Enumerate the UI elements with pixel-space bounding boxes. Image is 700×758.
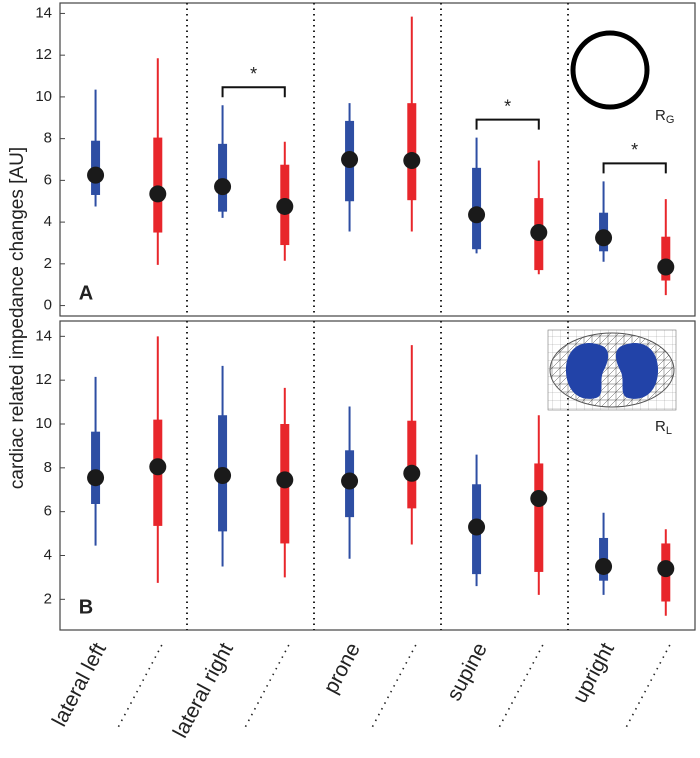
median-dot xyxy=(149,458,167,476)
y-tick-label: 12 xyxy=(35,371,52,388)
median-dot xyxy=(341,151,359,168)
inset-lung-right xyxy=(615,343,659,399)
median-dot xyxy=(87,166,105,184)
median-dot xyxy=(214,178,232,196)
median-dot xyxy=(657,258,675,276)
box xyxy=(91,431,101,504)
x-tick-label: lateral right xyxy=(169,639,238,742)
x-tick-label: upright xyxy=(568,639,619,707)
inset-label-main: R xyxy=(655,418,666,435)
median-dot xyxy=(657,560,675,578)
panel-label: A xyxy=(79,282,93,304)
x-tick-label: lateral left xyxy=(48,639,111,730)
x-tick-label: supine xyxy=(443,639,492,704)
y-tick-label: 8 xyxy=(44,459,52,476)
plot-frame xyxy=(59,320,696,631)
median-dot xyxy=(149,185,167,203)
significance-bracket xyxy=(221,86,286,98)
inset-circle xyxy=(570,30,650,110)
y-tick-label: 4 xyxy=(44,546,52,563)
median-dot xyxy=(530,490,548,508)
median-dot xyxy=(87,469,105,487)
median-dot xyxy=(468,206,486,224)
panel-label: B xyxy=(79,596,93,618)
y-tick-label: 8 xyxy=(44,130,52,147)
y-tick-label: 0 xyxy=(44,297,52,314)
y-tick-label: 14 xyxy=(35,4,52,21)
inset-lung-left xyxy=(565,343,609,399)
median-dot xyxy=(530,224,548,242)
significance-bracket xyxy=(475,118,540,130)
significance-star: * xyxy=(250,64,257,84)
dotted-tick xyxy=(625,644,671,729)
median-dot xyxy=(276,471,294,489)
median-dot xyxy=(214,467,232,484)
y-tick-label: 2 xyxy=(44,255,52,272)
significance-star: * xyxy=(504,96,511,116)
y-tick-label: 10 xyxy=(35,415,52,432)
median-dot xyxy=(595,557,613,575)
box xyxy=(153,137,163,233)
dotted-tick xyxy=(371,644,417,729)
median-dot xyxy=(403,152,421,170)
y-tick-label: 12 xyxy=(35,46,52,63)
inset-label-main: R xyxy=(655,107,666,124)
y-tick-label: 6 xyxy=(44,171,52,188)
box xyxy=(534,463,544,572)
y-tick-label: 4 xyxy=(44,213,52,230)
median-dot xyxy=(595,229,613,247)
median-dot xyxy=(468,518,486,536)
plot-frame xyxy=(59,2,696,317)
y-tick-label: 14 xyxy=(35,327,52,344)
inset-label: RG xyxy=(655,107,674,126)
significance-bracket xyxy=(602,162,667,174)
inset-label-sub: G xyxy=(666,114,675,126)
y-axis-label: cardiac related impedance changes [AU] xyxy=(7,147,28,489)
box xyxy=(218,143,228,212)
y-tick-label: 10 xyxy=(35,88,52,105)
significance-star: * xyxy=(631,140,638,160)
box xyxy=(407,420,417,509)
median-dot xyxy=(276,197,294,215)
median-dot xyxy=(403,464,421,482)
dotted-tick xyxy=(498,644,544,729)
box xyxy=(407,103,417,201)
inset-label: RL xyxy=(655,418,672,437)
y-tick-label: 6 xyxy=(44,503,52,520)
median-dot xyxy=(341,472,359,490)
dotted-tick xyxy=(117,644,163,729)
inset-label-sub: L xyxy=(666,425,672,437)
dotted-tick xyxy=(244,644,290,729)
y-tick-label: 2 xyxy=(44,590,52,607)
x-tick-label: prone xyxy=(319,639,365,697)
